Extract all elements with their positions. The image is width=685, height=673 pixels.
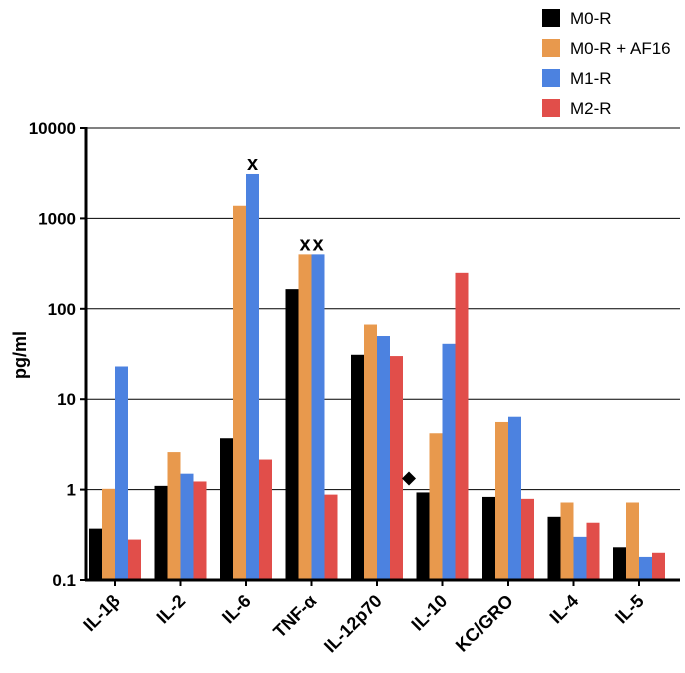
- bar: [154, 485, 168, 580]
- bar: [613, 547, 626, 580]
- bar: [285, 289, 299, 580]
- legend-label: M0-R + AF16: [570, 39, 671, 58]
- legend-label: M1-R: [570, 69, 612, 88]
- x-category-label: IL-6: [218, 591, 255, 628]
- bar: [482, 496, 495, 580]
- diamond-marker: [402, 471, 416, 486]
- x-category-label: IL-2: [153, 591, 190, 628]
- bar: [351, 354, 364, 580]
- bar: [233, 205, 246, 580]
- x-category-label: IL-12p70: [320, 591, 386, 657]
- bar: [193, 481, 207, 580]
- y-tick-label: 0.1: [52, 571, 76, 590]
- bar: [639, 556, 652, 580]
- bar: [128, 539, 141, 580]
- bar: [416, 492, 430, 580]
- bar: [377, 336, 390, 580]
- bar: [626, 502, 639, 580]
- x-marker: x: [247, 153, 258, 175]
- bar: [521, 498, 534, 580]
- x-category-label: IL-4: [546, 591, 583, 628]
- bar: [455, 272, 469, 580]
- bar: [442, 343, 456, 580]
- legend: M0-R M0-R + AF16 M1-R M2-R: [542, 9, 671, 118]
- bar: [259, 459, 272, 580]
- x-category-labels: IL-1β IL-2 IL-6 TNF-α IL-12p70 IL-10 KC/GRO IL-…: [79, 580, 648, 656]
- x-category-label: IL-10: [407, 591, 451, 635]
- x-marker: x: [299, 233, 310, 255]
- bar: [508, 416, 521, 580]
- legend-label: M2-R: [570, 99, 612, 118]
- y-tick-label: 10000: [29, 119, 76, 138]
- bar: [298, 254, 312, 580]
- legend-swatch: [542, 9, 560, 27]
- legend-swatch: [542, 69, 560, 87]
- bar: [652, 552, 665, 580]
- bar: [560, 502, 574, 580]
- bar: [364, 324, 377, 580]
- x-category-label: IL-5: [611, 591, 648, 628]
- bar: [311, 254, 325, 580]
- bar: [89, 528, 102, 580]
- gridlines: [86, 127, 680, 491]
- y-axis-title: pg/ml: [10, 331, 30, 379]
- axes: [84, 127, 680, 582]
- x-marker: x: [312, 233, 323, 255]
- x-category-label: TNF-α: [269, 591, 320, 642]
- bar: [246, 173, 259, 580]
- y-tick-label: 100: [48, 300, 76, 319]
- bar: [102, 488, 115, 580]
- x-category-label: IL-1β: [79, 591, 124, 636]
- y-tick-label: 1: [67, 481, 76, 500]
- bars: [89, 173, 665, 580]
- bar: [324, 494, 338, 580]
- x-category-label: KC/GRO: [452, 591, 517, 656]
- legend-swatch: [542, 99, 560, 117]
- bar: [180, 473, 194, 580]
- bar: [167, 452, 181, 580]
- y-tick-label: 10: [57, 390, 76, 409]
- bar: [429, 433, 443, 580]
- y-tick-labels: 0.1 1 10 100 1000 10000: [29, 119, 86, 590]
- y-tick-label: 1000: [38, 209, 76, 228]
- legend-label: M0-R: [570, 9, 612, 28]
- bar: [115, 366, 128, 580]
- bar: [220, 438, 233, 580]
- bar: [495, 421, 508, 580]
- bar: [573, 536, 587, 580]
- bar: [547, 516, 561, 580]
- legend-swatch: [542, 39, 560, 57]
- bar: [586, 522, 600, 580]
- annotations: xx x: [247, 153, 416, 486]
- bar: [390, 356, 403, 580]
